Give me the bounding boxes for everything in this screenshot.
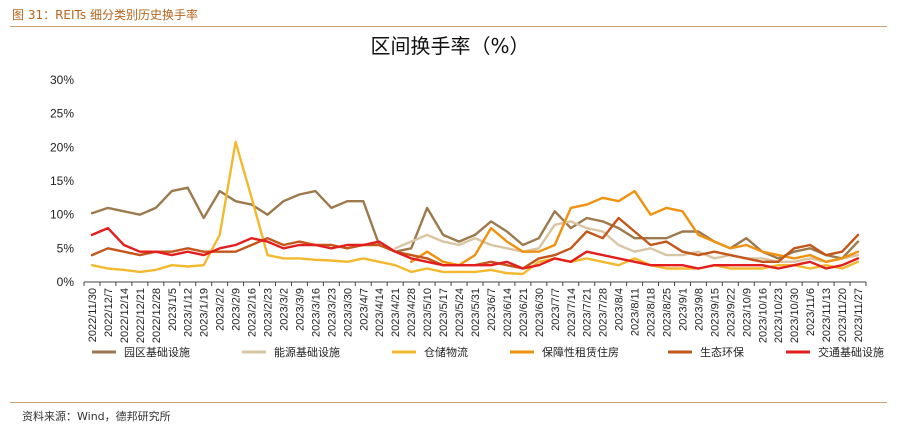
legend-label: 仓储物流 <box>424 345 468 359</box>
chart-title: 区间换手率（%） <box>370 34 529 58</box>
x-tick-label: 2022/12/14 <box>119 288 131 343</box>
x-tick-label: 2023/11/27 <box>853 288 865 342</box>
line-chart: 区间换手率（%） 0%5%10%15%20%25%30% 2022/11/30 2… <box>50 34 884 359</box>
series-lines <box>90 140 860 276</box>
x-tick-label: 2023/1/12 <box>183 288 195 337</box>
x-tick-label: 2022/12/28 <box>151 288 163 343</box>
x-tick-label: 2022/11/30 <box>87 288 99 342</box>
x-tick-label: 2022/12/21 <box>135 288 147 343</box>
x-tick-label: 2023/3/30 <box>342 288 354 337</box>
x-tick-label: 2023/5/31 <box>470 288 482 337</box>
x-tick-label: 2023/10/16 <box>757 288 769 343</box>
legend-label: 生态环保 <box>700 345 744 359</box>
x-tick-label: 2023/10/9 <box>741 288 753 337</box>
x-tick-label: 2023/4/21 <box>390 288 402 337</box>
x-tick-label: 2023/8/11 <box>630 288 642 336</box>
series-line-2 <box>394 220 860 263</box>
x-tick-label: 2023/9/22 <box>725 288 737 337</box>
y-tick-label: 30% <box>50 73 74 87</box>
x-tick-label: 2023/8/18 <box>646 288 658 337</box>
series-line-6 <box>90 226 860 270</box>
y-tick-label: 5% <box>57 241 75 255</box>
x-tick-label: 2023/3/9 <box>294 288 306 331</box>
x-tick-label: 2023/6/21 <box>518 288 530 337</box>
x-tick-label: 2023/11/6 <box>805 288 817 336</box>
x-tick-label: 2023/7/14 <box>566 288 578 337</box>
x-tick-label: 2023/9/8 <box>693 288 705 331</box>
legend-label: 园区基础设施 <box>124 346 190 359</box>
x-tick-label: 2023/2/23 <box>263 288 275 337</box>
figure-caption: 图 31：REITs 细分类别历史换手率 <box>12 8 198 22</box>
series-line-3 <box>90 140 860 276</box>
x-tick-label: 2023/2/2 <box>215 288 227 331</box>
legend-label: 能源基础设施 <box>274 345 340 359</box>
x-tick-label: 2023/8/4 <box>614 288 626 331</box>
x-tick-label: 2023/11/13 <box>821 288 833 342</box>
legend-label: 交通基础设施 <box>818 345 884 359</box>
x-tick-label: 2023/3/2 <box>278 288 290 331</box>
x-tick-label: 2023/9/15 <box>709 288 721 337</box>
x-tick-label: 2023/2/9 <box>231 288 243 331</box>
x-tick-label: 2023/4/28 <box>406 288 418 337</box>
legend: 园区基础设施 能源基础设施 仓储物流 保障性租赁住房 生态环保 交通基础设施 <box>92 345 884 359</box>
y-tick-label: 15% <box>50 174 74 188</box>
x-tick-label: 2023/11/20 <box>837 288 849 342</box>
x-tick-label: 2023/2/16 <box>247 288 259 337</box>
legend-label: 保障性租赁住房 <box>542 345 619 359</box>
x-tick-label: 2023/7/7 <box>550 288 562 331</box>
x-tick-label: 2023/4/7 <box>358 288 370 331</box>
series-line-1 <box>90 186 860 260</box>
y-tick-label: 10% <box>50 208 74 222</box>
x-axis: 2022/11/30 2022/12/7 2022/12/14 2022/12/21 2… <box>83 281 867 343</box>
x-tick-label: 2023/3/16 <box>310 288 322 337</box>
x-tick-label: 2023/5/10 <box>422 288 434 337</box>
x-tick-label: 2023/5/24 <box>454 288 466 337</box>
x-tick-label: 2023/4/14 <box>374 288 386 337</box>
top-divider <box>10 26 887 27</box>
x-tick-label: 2023/7/21 <box>582 288 594 337</box>
x-tick-label: 2023/9/1 <box>677 288 689 331</box>
x-tick-label: 2023/5/17 <box>438 288 450 337</box>
source-note: 资料来源：Wind，德邦研究所 <box>22 410 171 423</box>
x-tick-label: 2023/1/5 <box>167 288 179 331</box>
x-tick-label: 2023/7/28 <box>598 288 610 337</box>
y-tick-label: 25% <box>50 107 74 121</box>
x-tick-label: 2023/6/14 <box>502 288 514 337</box>
x-tick-label: 2023/6/30 <box>534 288 546 337</box>
x-tick-label: 2023/10/23 <box>773 288 785 343</box>
x-tick-label: 2022/12/7 <box>103 288 115 337</box>
y-tick-label: 20% <box>50 140 74 154</box>
x-tick-label: 2023/8/25 <box>662 288 674 337</box>
y-axis: 0% 5% 10% 15% 20% 25% 30% <box>50 73 74 289</box>
x-tick-label: 2023/1/19 <box>199 288 211 337</box>
x-tick-label: 2023/6/7 <box>486 288 498 331</box>
x-tick-label: 2023/3/23 <box>326 288 338 337</box>
y-tick-label: 0% <box>57 275 75 289</box>
x-tick-label: 2023/10/30 <box>789 288 801 343</box>
bottom-divider <box>10 402 887 403</box>
